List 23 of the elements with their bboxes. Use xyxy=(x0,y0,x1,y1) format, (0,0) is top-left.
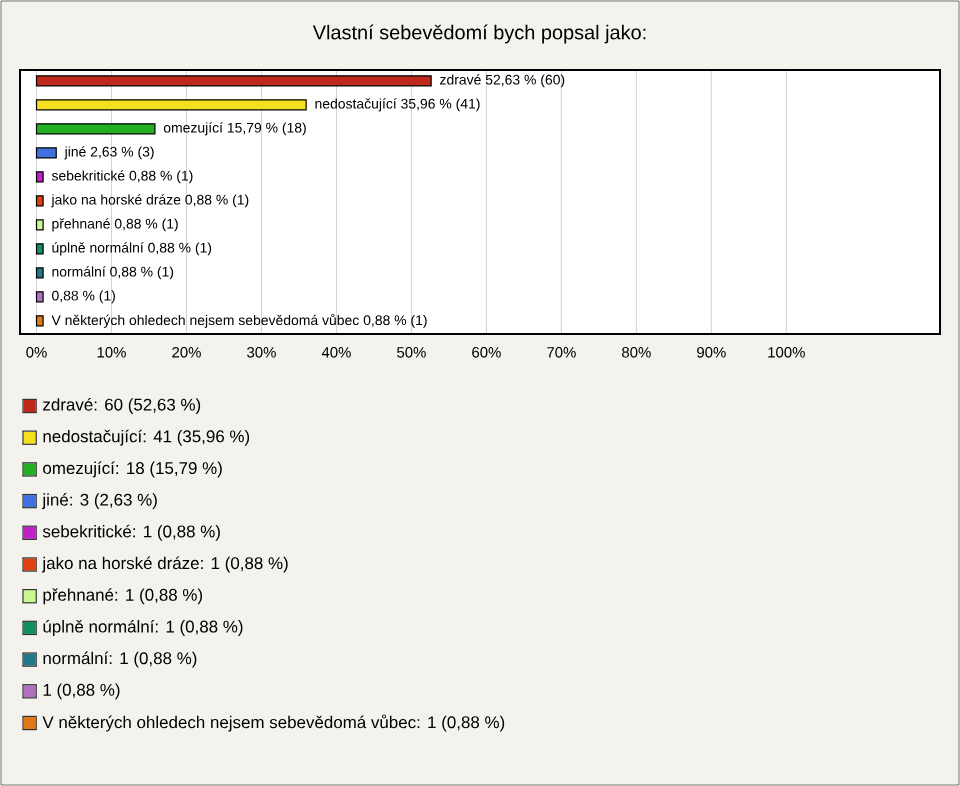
text: jako na horské dráze: 1 (0,88 %) xyxy=(42,556,288,573)
text: sebekritické: 1 (0,88 %) xyxy=(42,524,220,541)
bar xyxy=(35,243,44,255)
bar xyxy=(35,291,44,303)
bar xyxy=(35,75,432,87)
chart-title: Vlastní sebevědomí bych popsal jako: xyxy=(312,24,646,44)
text: jiné: 3 (2,63 %) xyxy=(42,493,157,510)
text: zdravé: 60 (52,63 %) xyxy=(43,398,201,414)
text: 1 (0,88 %) xyxy=(43,683,120,700)
bar xyxy=(35,195,44,207)
text: úplně normální: 1 (0,88 %) xyxy=(43,619,243,636)
text: normální: 1 (0,88 %) xyxy=(43,651,197,668)
bar xyxy=(35,267,44,279)
text: přehnané: 1 (0,88 %) xyxy=(43,588,203,605)
text: omezující: 18 (15,79 %) xyxy=(43,461,222,478)
bar xyxy=(35,171,44,183)
text: V některých ohledech nejsem sebevědomá vůbec: 1 (0,88 %) xyxy=(42,714,505,732)
bar xyxy=(35,219,44,231)
bar xyxy=(35,315,44,327)
bar xyxy=(35,123,156,135)
bar xyxy=(35,147,57,159)
text: nedostačující: 41 (35,96 %) xyxy=(43,429,250,446)
bar xyxy=(35,99,307,111)
